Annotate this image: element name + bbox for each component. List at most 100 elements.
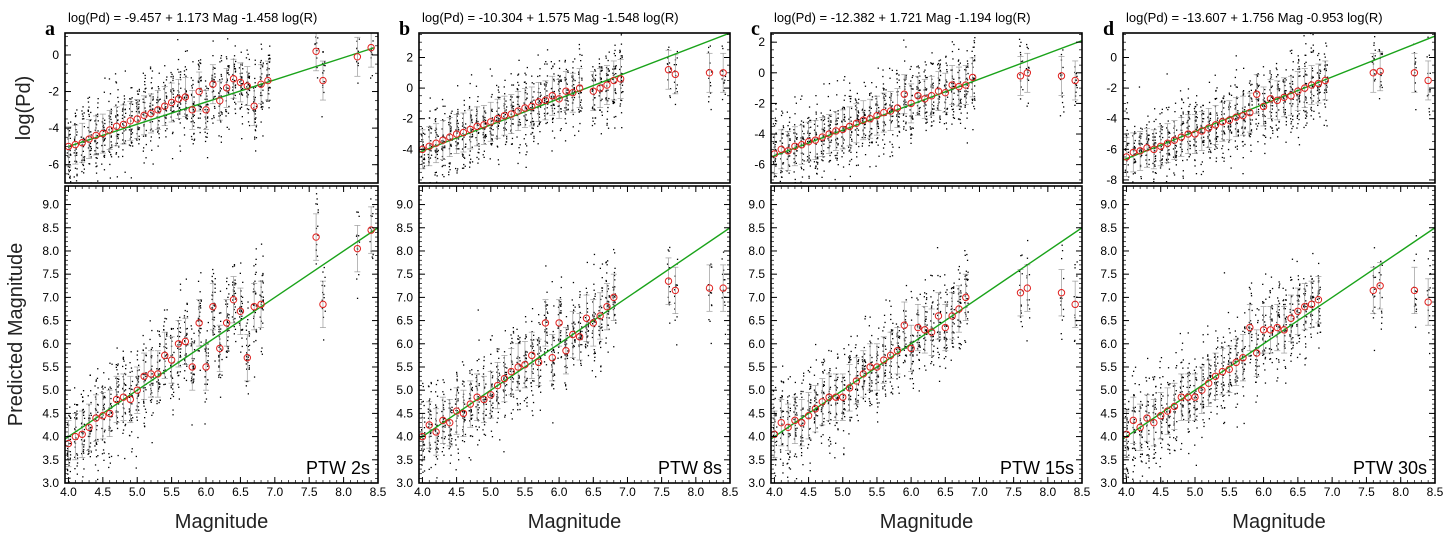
- data-point: [559, 29, 560, 30]
- data-point: [117, 373, 119, 375]
- data-point: [87, 453, 89, 455]
- data-point: [138, 106, 140, 108]
- data-point: [676, 91, 678, 93]
- data-point: [607, 106, 609, 109]
- data-point: [533, 110, 535, 112]
- data-point: [177, 68, 179, 71]
- data-point: [553, 95, 555, 97]
- data-point: [159, 359, 161, 361]
- data-point: [145, 375, 147, 378]
- data-point: [526, 351, 528, 353]
- data-point: [68, 171, 70, 173]
- data-point: [491, 75, 493, 77]
- data-point: [143, 343, 145, 345]
- data-point: [573, 358, 575, 360]
- data-point: [457, 392, 460, 394]
- data-point: [553, 388, 555, 390]
- data-point: [594, 117, 597, 119]
- data-point: [463, 136, 465, 138]
- data-point: [471, 135, 474, 137]
- data-point: [150, 355, 153, 357]
- data-point: [204, 109, 206, 111]
- data-point: [197, 126, 199, 129]
- data-point: [620, 43, 623, 45]
- data-point: [482, 136, 485, 139]
- data-point: [240, 351, 242, 353]
- data-point: [468, 398, 470, 400]
- data-point: [599, 267, 601, 269]
- data-point: [178, 71, 180, 73]
- data-point: [200, 95, 202, 97]
- data-point: [96, 157, 98, 159]
- data-point: [593, 317, 595, 319]
- panel-letter: a: [45, 18, 55, 40]
- data-point: [200, 300, 202, 302]
- data-point: [75, 437, 77, 439]
- data-point: [463, 163, 465, 166]
- data-point: [478, 131, 480, 134]
- data-point: [225, 109, 227, 111]
- mean-marker: [487, 118, 495, 126]
- data-point: [143, 400, 145, 403]
- data-point: [89, 435, 91, 438]
- data-point: [117, 411, 119, 413]
- data-point: [489, 68, 491, 70]
- data-point: [232, 73, 234, 76]
- data-point: [372, 40, 374, 42]
- data-point: [123, 382, 125, 384]
- data-point: [158, 133, 160, 135]
- data-point: [172, 328, 174, 330]
- data-point: [490, 127, 492, 130]
- data-point: [149, 129, 152, 131]
- data-point: [225, 115, 227, 117]
- data-point: [578, 108, 580, 111]
- data-point: [593, 104, 596, 106]
- data-point: [546, 304, 549, 306]
- panel-letter: b: [399, 18, 410, 40]
- data-point: [83, 138, 86, 140]
- data-point: [89, 153, 92, 155]
- data-point: [104, 429, 106, 431]
- data-point: [669, 68, 672, 70]
- data-point: [423, 404, 425, 407]
- data-point: [613, 116, 615, 118]
- data-point: [218, 374, 220, 376]
- data-point: [179, 341, 181, 343]
- mean-marker: [154, 370, 162, 378]
- data-point: [149, 338, 151, 341]
- data-point: [442, 191, 443, 192]
- data-point: [553, 336, 555, 339]
- data-point: [198, 350, 200, 352]
- data-point: [193, 349, 196, 351]
- data-point: [477, 444, 479, 446]
- data-point: [553, 373, 555, 375]
- data-point: [232, 281, 234, 283]
- data-point: [241, 77, 243, 79]
- data-point: [218, 331, 220, 333]
- data-point: [130, 142, 133, 144]
- data-point: [246, 86, 248, 88]
- data-point: [584, 345, 587, 347]
- data-point: [66, 468, 69, 471]
- data-point: [371, 53, 373, 55]
- data-point: [95, 429, 98, 431]
- data-point: [198, 68, 200, 70]
- data-point: [484, 135, 486, 138]
- data-point: [69, 415, 71, 418]
- data-point: [475, 115, 477, 117]
- data-point: [248, 367, 250, 369]
- data-point: [572, 312, 574, 314]
- data-point: [571, 336, 573, 338]
- bottom-subplot: 3.03.54.04.55.05.56.06.57.07.58.08.59.04…: [396, 185, 739, 533]
- y-axis-title: log(Pd): [13, 76, 35, 140]
- data-point: [207, 321, 209, 324]
- data-point: [248, 72, 250, 74]
- data-point: [145, 112, 147, 114]
- data-point: [564, 341, 566, 343]
- data-point: [117, 386, 119, 388]
- data-point: [469, 161, 471, 163]
- data-point: [578, 111, 580, 113]
- data-point: [538, 116, 541, 118]
- data-point: [137, 115, 139, 117]
- data-point: [171, 394, 173, 396]
